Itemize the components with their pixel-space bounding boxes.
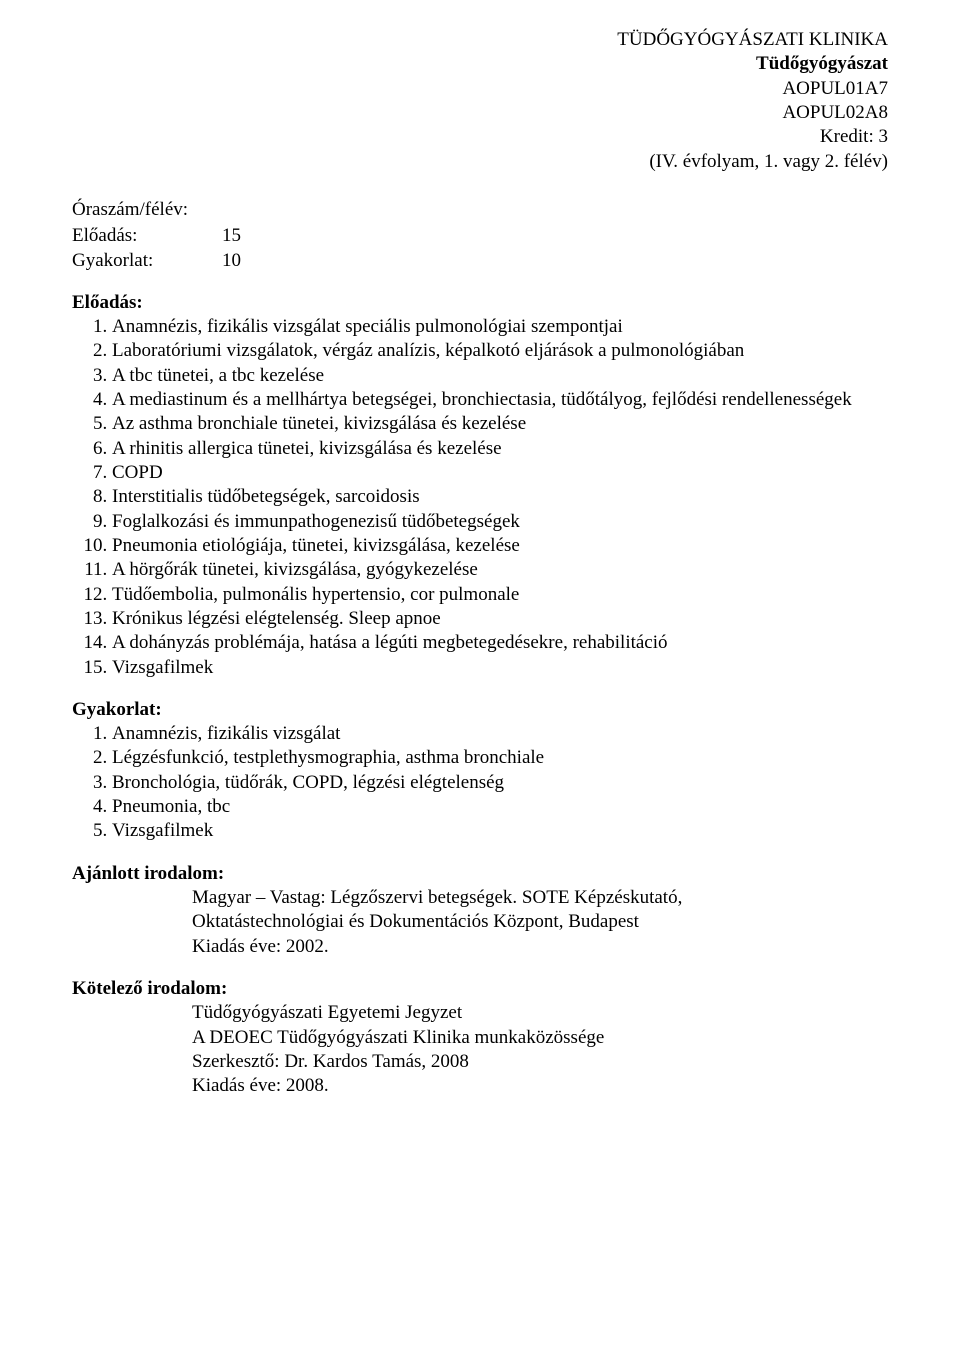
lecture-item: Foglalkozási és immunpathogenezisű tüdőb… (112, 510, 888, 534)
lecture-item: Interstitialis tüdőbetegségek, sarcoidos… (112, 485, 888, 509)
lecture-item: Az asthma bronchiale tünetei, kivizsgálá… (112, 412, 888, 436)
lecture-item: COPD (112, 461, 888, 485)
hours-practical-label: Gyakorlat: (72, 249, 222, 273)
lectures-section: Előadás: Anamnézis, fizikális vizsgálat … (72, 291, 888, 680)
hours-lecture-count: 15 (222, 224, 241, 248)
term: (IV. évfolyam, 1. vagy 2. félév) (72, 150, 888, 174)
recommended-section: Ajánlott irodalom: Magyar – Vastag: Légz… (72, 862, 888, 959)
practical-item: Pneumonia, tbc (112, 795, 888, 819)
mandatory-line: A DEOEC Tüdőgyógyászati Klinika munkaköz… (192, 1026, 888, 1050)
hours-section: Óraszám/félév: Előadás: 15 Gyakorlat: 10 (72, 198, 888, 273)
credit: Kredit: 3 (72, 125, 888, 149)
mandatory-section: Kötelező irodalom: Tüdőgyógyászati Egyet… (72, 977, 888, 1099)
lecture-item: Krónikus légzési elégtelenség. Sleep apn… (112, 607, 888, 631)
mandatory-line: Kiadás éve: 2008. (192, 1074, 888, 1098)
lecture-item: A tbc tünetei, a tbc kezelése (112, 364, 888, 388)
lecture-item: A mediastinum és a mellhártya betegségei… (112, 388, 888, 412)
hours-lecture-label: Előadás: (72, 224, 222, 248)
lecture-item: Vizsgafilmek (112, 656, 888, 680)
lecture-item: A rhinitis allergica tünetei, kivizsgálá… (112, 437, 888, 461)
mandatory-line: Szerkesztő: Dr. Kardos Tamás, 2008 (192, 1050, 888, 1074)
mandatory-body: Tüdőgyógyászati Egyetemi Jegyzet A DEOEC… (192, 1001, 888, 1098)
header: TÜDŐGYÓGYÁSZATI KLINIKA Tüdőgyógyászat A… (72, 28, 888, 174)
practical-item: Bronchológia, tüdőrák, COPD, légzési elé… (112, 771, 888, 795)
mandatory-heading: Kötelező irodalom: (72, 977, 888, 1001)
recommended-line: Kiadás éve: 2002. (192, 935, 888, 959)
lectures-list: Anamnézis, fizikális vizsgálat speciális… (72, 315, 888, 680)
lecture-item: A dohányzás problémája, hatása a légúti … (112, 631, 888, 655)
lecture-item: Anamnézis, fizikális vizsgálat speciális… (112, 315, 888, 339)
lecture-item: Laboratóriumi vizsgálatok, vérgáz analíz… (112, 339, 888, 363)
hours-practical-row: Gyakorlat: 10 (72, 249, 888, 273)
subject-name: Tüdőgyógyászat (72, 52, 888, 76)
recommended-heading: Ajánlott irodalom: (72, 862, 888, 886)
lecture-item: Tüdőembolia, pulmonális hypertensio, cor… (112, 583, 888, 607)
course-code-1: AOPUL01A7 (72, 77, 888, 101)
hours-practical-count: 10 (222, 249, 241, 273)
recommended-line: Oktatástechnológiai és Dokumentációs Köz… (192, 910, 888, 934)
page: TÜDŐGYÓGYÁSZATI KLINIKA Tüdőgyógyászat A… (0, 0, 960, 1363)
mandatory-line: Tüdőgyógyászati Egyetemi Jegyzet (192, 1001, 888, 1025)
hours-title: Óraszám/félév: (72, 198, 888, 222)
practicals-heading: Gyakorlat: (72, 698, 888, 722)
practical-item: Anamnézis, fizikális vizsgálat (112, 722, 888, 746)
lecture-item: Pneumonia etiológiája, tünetei, kivizsgá… (112, 534, 888, 558)
course-code-2: AOPUL02A8 (72, 101, 888, 125)
practicals-section: Gyakorlat: Anamnézis, fizikális vizsgála… (72, 698, 888, 844)
practicals-list: Anamnézis, fizikális vizsgálat Légzésfun… (72, 722, 888, 844)
recommended-line: Magyar – Vastag: Légzőszervi betegségek.… (192, 886, 888, 910)
dept-name: TÜDŐGYÓGYÁSZATI KLINIKA (72, 28, 888, 52)
practical-item: Vizsgafilmek (112, 819, 888, 843)
lecture-item: A hörgőrák tünetei, kivizsgálása, gyógyk… (112, 558, 888, 582)
hours-lecture-row: Előadás: 15 (72, 224, 888, 248)
recommended-body: Magyar – Vastag: Légzőszervi betegségek.… (192, 886, 888, 959)
practical-item: Légzésfunkció, testplethysmographia, ast… (112, 746, 888, 770)
lectures-heading: Előadás: (72, 291, 888, 315)
